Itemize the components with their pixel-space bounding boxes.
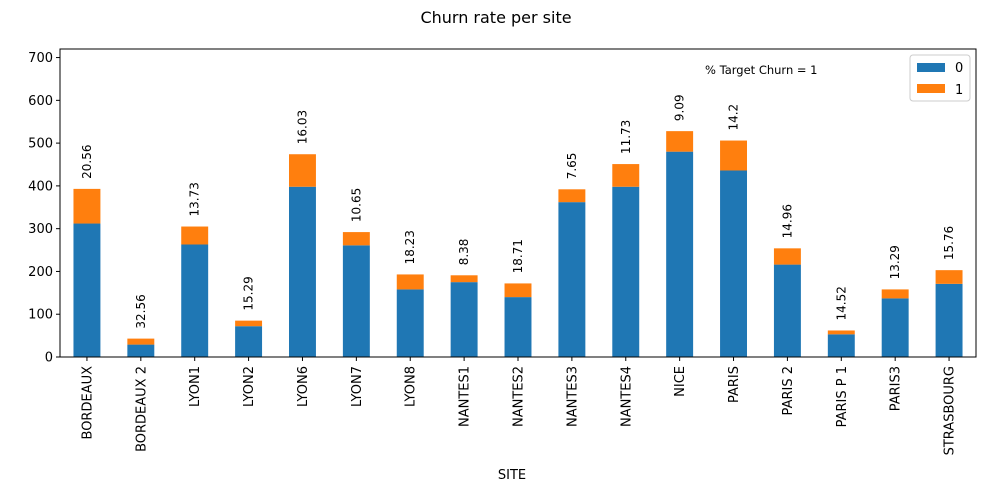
bar-series-1 bbox=[881, 289, 909, 299]
bar-series-0 bbox=[342, 245, 370, 357]
bar-series-0 bbox=[235, 326, 263, 357]
x-tick-label: PARIS P 1 bbox=[835, 366, 850, 427]
bar-group bbox=[73, 131, 963, 357]
y-tick-label: 300 bbox=[28, 222, 53, 237]
y-tick-label: 700 bbox=[28, 51, 53, 66]
bar-series-1 bbox=[558, 189, 586, 203]
bar-series-0 bbox=[773, 264, 801, 357]
y-tick-label: 0 bbox=[45, 351, 53, 366]
y-tick-label: 200 bbox=[28, 265, 53, 280]
x-tick-label: NANTES4 bbox=[619, 366, 634, 427]
bar-series-0 bbox=[558, 202, 586, 357]
bar-data-label: 11.73 bbox=[619, 120, 633, 154]
y-tick-label: 600 bbox=[28, 94, 53, 109]
x-tick-label: BORDEAUX bbox=[80, 366, 95, 440]
bar-series-0 bbox=[935, 283, 963, 357]
bar-series-0 bbox=[396, 289, 424, 357]
bar-series-1 bbox=[127, 338, 155, 345]
x-axis-label: SITE bbox=[498, 468, 526, 483]
bar-series-1 bbox=[73, 188, 101, 224]
bar-data-label: 15.76 bbox=[942, 226, 956, 260]
x-tick-label: PARIS3 bbox=[889, 366, 904, 411]
bar-data-label: 13.73 bbox=[188, 182, 202, 216]
bar-series-1 bbox=[720, 140, 747, 171]
x-tick-label: NANTES3 bbox=[565, 366, 580, 427]
bar-series-1 bbox=[289, 154, 316, 187]
x-tick-label: PARIS bbox=[727, 366, 742, 403]
bar-series-0 bbox=[289, 186, 316, 357]
bar-data-label: 7.65 bbox=[565, 153, 579, 180]
bar-data-label: 10.65 bbox=[349, 188, 363, 222]
bar-series-0 bbox=[450, 282, 478, 357]
bar-series-1 bbox=[827, 330, 855, 335]
bar-data-label: 15.29 bbox=[242, 276, 256, 310]
bar-data-label: 14.52 bbox=[834, 286, 848, 320]
y-axis: 0 100 200 300 400 500 600 700 bbox=[28, 51, 60, 366]
legend-label-0: 0 bbox=[955, 61, 963, 76]
legend-swatch-0 bbox=[917, 63, 945, 72]
x-tick-label: LYON1 bbox=[188, 366, 203, 407]
bar-data-label: 14.2 bbox=[727, 104, 741, 131]
bar-series-0 bbox=[827, 334, 855, 357]
x-tick-label: NANTES2 bbox=[512, 366, 527, 427]
bar-data-label: 18.71 bbox=[511, 239, 525, 273]
chart-title: Churn rate per site bbox=[420, 8, 571, 27]
bar-data-label: 32.56 bbox=[134, 294, 148, 328]
bar-series-1 bbox=[396, 274, 424, 290]
bar-series-1 bbox=[935, 270, 963, 284]
y-tick-label: 400 bbox=[28, 179, 53, 194]
legend-label-1: 1 bbox=[955, 83, 963, 98]
bar-series-1 bbox=[773, 248, 801, 265]
annotation-text: % Target Churn = 1 bbox=[705, 63, 818, 77]
y-tick-label: 100 bbox=[28, 308, 53, 323]
x-tick-label: PARIS 2 bbox=[781, 366, 796, 415]
bar-series-0 bbox=[181, 244, 209, 357]
bar-series-0 bbox=[504, 297, 532, 357]
bar-series-0 bbox=[127, 344, 155, 357]
bar-series-1 bbox=[666, 131, 694, 152]
bar-series-1 bbox=[612, 164, 640, 187]
bar-series-0 bbox=[612, 186, 640, 357]
x-tick-label: BORDEAUX 2 bbox=[134, 366, 149, 452]
bar-series-1 bbox=[450, 275, 478, 283]
bar-series-1 bbox=[504, 283, 532, 298]
bar-label-group: 20.56 32.56 13.73 15.29 16.03 10.65 18.23 8.38 1… bbox=[80, 94, 956, 328]
x-tick-label: LYON7 bbox=[350, 366, 365, 407]
x-tick-label: NANTES1 bbox=[458, 366, 473, 427]
bar-series-1 bbox=[181, 226, 209, 245]
y-tick-label: 500 bbox=[28, 137, 53, 152]
legend: 0 1 bbox=[909, 54, 971, 102]
bar-data-label: 18.23 bbox=[403, 230, 417, 264]
bar-data-label: 20.56 bbox=[80, 145, 94, 179]
bar-data-label: 13.29 bbox=[888, 245, 902, 279]
bar-data-label: 14.96 bbox=[780, 204, 794, 238]
bar-series-0 bbox=[720, 170, 747, 357]
x-tick-label: STRASBOURG bbox=[943, 366, 958, 455]
bar-series-0 bbox=[73, 223, 101, 357]
bar-series-1 bbox=[342, 232, 370, 246]
bar-series-0 bbox=[881, 298, 909, 357]
bar-series-1 bbox=[235, 320, 263, 327]
bar-series-0 bbox=[666, 151, 694, 357]
x-tick-label: NICE bbox=[673, 366, 688, 397]
bar-data-label: 16.03 bbox=[295, 110, 309, 144]
legend-swatch-1 bbox=[917, 84, 945, 93]
plot-frame bbox=[59, 48, 977, 358]
x-tick-label: LYON2 bbox=[242, 366, 257, 407]
x-tick-label: LYON6 bbox=[296, 366, 311, 407]
bar-data-label: 8.38 bbox=[457, 239, 471, 266]
x-tick-label: LYON8 bbox=[404, 366, 419, 407]
bar-data-label: 9.09 bbox=[673, 94, 687, 121]
x-axis: BORDEAUX BORDEAUX 2 LYON1 LYON2 LYON6 LYON7 LY… bbox=[80, 357, 958, 455]
